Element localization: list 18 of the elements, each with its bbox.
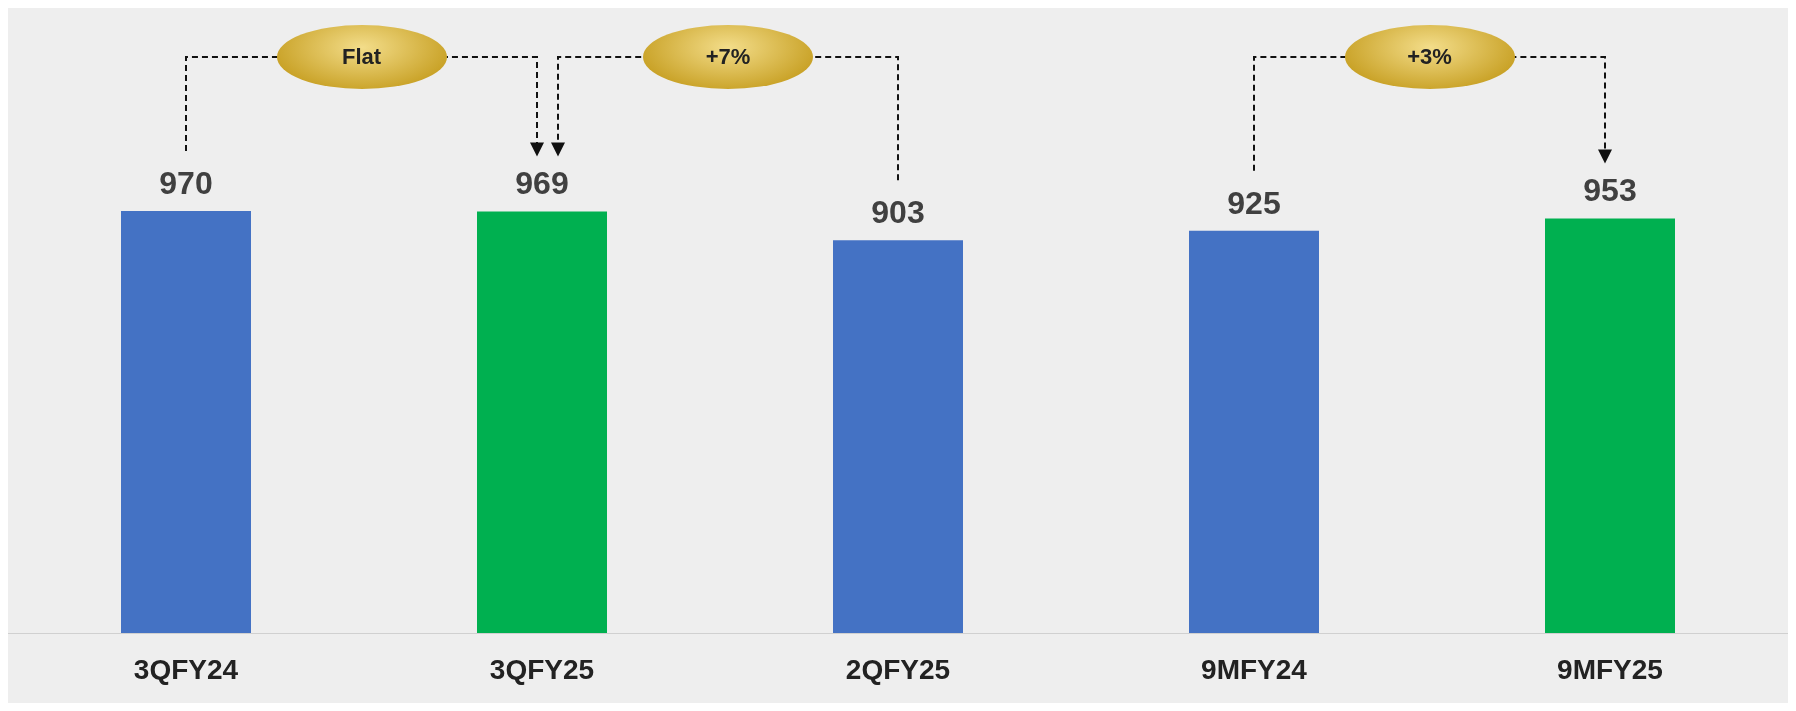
- x-tick-label: 3QFY24: [133, 653, 239, 685]
- bar: [477, 211, 607, 633]
- data-label: 969: [515, 165, 569, 202]
- data-label: 953: [1583, 172, 1637, 209]
- x-tick-label: 9MFY24: [1201, 653, 1308, 685]
- text: +3%: [1344, 25, 1515, 89]
- bar: [1189, 230, 1319, 633]
- bar: [833, 240, 963, 633]
- data-label: 970: [159, 165, 213, 202]
- text: Flat: [276, 25, 447, 89]
- data-label: 903: [871, 194, 925, 231]
- x-tick-label: 9MFY25: [1557, 653, 1663, 685]
- bar: [1545, 218, 1675, 633]
- data-label: 925: [1227, 184, 1281, 221]
- bar: [121, 211, 251, 633]
- x-tick-label: 3QFY25: [489, 653, 595, 685]
- text: +7%: [643, 25, 813, 89]
- x-tick-label: 2QFY25: [845, 653, 951, 685]
